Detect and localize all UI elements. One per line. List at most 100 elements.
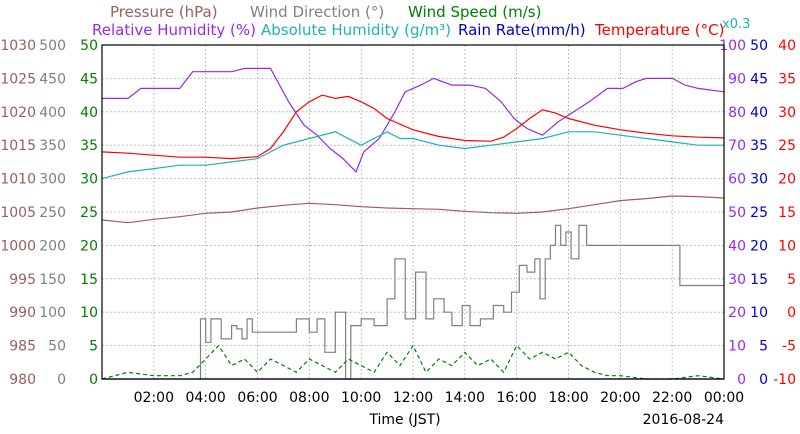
right-axis-tick-label: -10 (773, 372, 796, 388)
right-axis-tick-label: 35 (750, 138, 768, 154)
right-axis-tick-label: -5 (782, 339, 796, 355)
left-axis-tick-label: 15 (80, 272, 98, 288)
legend-pressure: Pressure (hPa) (110, 3, 218, 21)
right-axis-tick-label: 10 (778, 238, 796, 254)
x-axis-ticks: 02:00 04:00 06:00 08:00 10:00 12:00 14:00 16:00… (134, 390, 745, 406)
right-axis-tick-label: 10 (750, 305, 768, 321)
left-axis-tick-label: 400 (39, 105, 66, 121)
series-line-relative-humidity (102, 67, 725, 173)
x-tick-label: 14:00 (445, 390, 485, 406)
left-axis-tick-label: 500 (39, 38, 66, 54)
left-axis-tick-label: 1010 (0, 172, 36, 188)
series-line-absolute-humidity-g-m (101, 131, 724, 180)
right-axis-tick-label: 10 (728, 339, 746, 355)
legend-scale-note: x0.3 (722, 17, 750, 32)
right-axis-tick-label: 30 (750, 172, 768, 188)
left-axis-tick-label: 1005 (0, 205, 36, 221)
series-line-temperature-c (101, 94, 725, 160)
left-axis-tick-label: 300 (39, 172, 66, 188)
series (101, 67, 725, 380)
left-axis-tick-label: 450 (39, 71, 66, 87)
x-tick-label: 20:00 (600, 390, 640, 406)
left-axis-tick-label: 1015 (0, 138, 36, 154)
right-axis-tick-label: 15 (750, 272, 768, 288)
right-axis-tick-label: 60 (728, 172, 746, 188)
left-axis-tick-label: 40 (80, 105, 98, 121)
x-axis-label: Time (JST) (368, 412, 440, 428)
right-axis-tick-label: 90 (728, 71, 746, 87)
legend-relative-humidity: Relative Humidity (%) (92, 21, 256, 39)
right-axis-tick-label: 40 (728, 238, 746, 254)
x-tick-label: 18:00 (548, 390, 588, 406)
right-axis-tick-label: 5 (759, 339, 768, 355)
left-axes: 9809859909951000100510101015102010251030… (0, 38, 98, 388)
x-tick-label: 10:00 (341, 390, 381, 406)
left-axis-tick-label: 0 (89, 372, 98, 388)
left-axis-tick-label: 350 (39, 138, 66, 154)
left-axis-tick-label: 30 (80, 172, 98, 188)
legend-wind-direction: Wind Direction (°) (250, 3, 384, 21)
left-axis-tick-label: 50 (80, 38, 98, 54)
right-axis-tick-label: 25 (778, 138, 796, 154)
right-axis-tick-label: 20 (728, 305, 746, 321)
x-tick-label: 12:00 (393, 390, 433, 406)
right-axis-tick-label: 0 (787, 305, 796, 321)
right-axis-tick-label: 30 (728, 272, 746, 288)
right-axis-tick-label: 15 (778, 205, 796, 221)
left-axis-tick-label: 150 (39, 272, 66, 288)
left-axis-tick-label: 5 (89, 339, 98, 355)
legend-temperature: Temperature (°C) (594, 21, 724, 39)
right-axis-tick-label: 80 (728, 105, 746, 121)
x-tick-label: 00:00 (704, 390, 744, 406)
left-axis-tick-label: 50 (48, 339, 66, 355)
series-line-pressure-hpa (101, 195, 725, 224)
series-line-wind-direction (197, 224, 724, 380)
right-axis-tick-label: 0 (759, 372, 768, 388)
left-axis-tick-label: 200 (39, 238, 66, 254)
x-tick-label: 02:00 (134, 390, 174, 406)
left-axis-tick-label: 1030 (0, 38, 36, 54)
left-axis-tick-label: 1020 (0, 105, 36, 121)
right-axis-tick-label: 40 (750, 105, 768, 121)
left-axis-tick-label: 45 (80, 71, 98, 87)
right-axis-tick-label: 50 (728, 205, 746, 221)
legend-wind-speed: Wind Speed (m/s) (408, 3, 541, 21)
left-axis-tick-label: 0 (57, 372, 66, 388)
right-axis-tick-label: 40 (778, 38, 796, 54)
left-axis-tick-label: 10 (80, 305, 98, 321)
x-tick-label: 06:00 (237, 390, 277, 406)
date-label: 2016-08-24 (643, 412, 724, 428)
right-axis-tick-label: 25 (750, 205, 768, 221)
right-axis-tick-label: 20 (750, 238, 768, 254)
right-axis-tick-label: 20 (778, 172, 796, 188)
left-axis-tick-label: 985 (9, 339, 36, 355)
right-axes: 0102030405060708090100051015202530354045… (719, 38, 796, 388)
left-axis-tick-label: 20 (80, 238, 98, 254)
right-axis-tick-label: 5 (787, 272, 796, 288)
right-axis-tick-label: 100 (719, 38, 746, 54)
left-axis-tick-label: 1025 (0, 71, 36, 87)
right-axis-tick-label: 30 (778, 105, 796, 121)
x-tick-label: 04:00 (185, 390, 225, 406)
legend-rain-rate: Rain Rate(mm/h) (458, 21, 586, 39)
legend-absolute-humidity: Absolute Humidity (g/m³) (261, 21, 451, 39)
right-axis-tick-label: 45 (750, 71, 768, 87)
plot-frame (101, 44, 725, 380)
right-axis-tick-label: 0 (737, 372, 746, 388)
left-axis-tick-label: 25 (80, 205, 98, 221)
left-axis-tick-label: 35 (80, 138, 98, 154)
left-axis-tick-label: 995 (9, 272, 36, 288)
right-axis-tick-label: 70 (728, 138, 746, 154)
left-axis-tick-label: 250 (39, 205, 66, 221)
left-axis-tick-label: 100 (39, 305, 66, 321)
left-axis-tick-label: 980 (9, 372, 36, 388)
right-axis-tick-label: 50 (750, 38, 768, 54)
right-axis-tick-label: 35 (778, 71, 796, 87)
left-axis-tick-label: 1000 (0, 238, 36, 254)
series-line-wind-speed-m-s (101, 344, 725, 380)
x-tick-label: 16:00 (496, 390, 536, 406)
left-axis-tick-label: 990 (9, 305, 36, 321)
x-tick-label: 22:00 (652, 390, 692, 406)
